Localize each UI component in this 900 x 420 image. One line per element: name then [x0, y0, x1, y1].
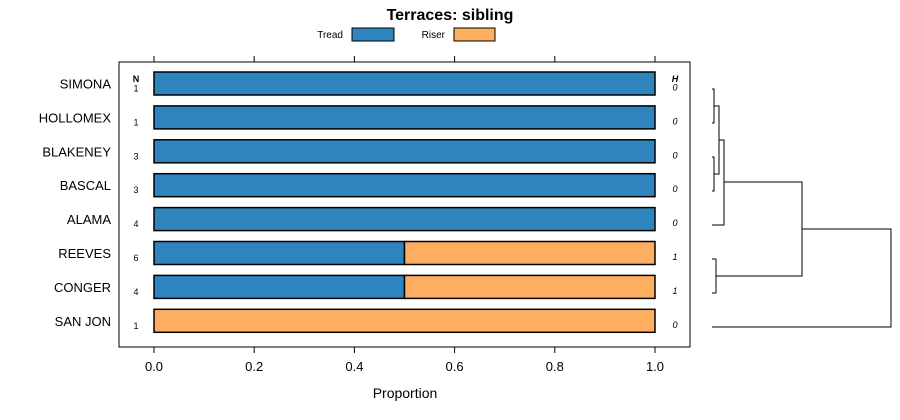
row-label: BASCAL — [60, 178, 111, 193]
x-tick-label: 0.2 — [245, 359, 263, 374]
row-label: HOLLOMEX — [39, 110, 112, 125]
row-label: CONGER — [54, 280, 111, 295]
top-axis-ticks — [153, 56, 656, 62]
n-value: 4 — [133, 287, 138, 297]
dendrogram-link — [714, 105, 720, 175]
row-label: SAN JON — [55, 314, 111, 329]
bar-segment-tread — [153, 240, 406, 266]
legend-swatch-tread — [351, 27, 395, 42]
bottom-axis-ticks: 0.0 0.2 0.4 0.6 0.8 1.0 — [145, 347, 664, 374]
h-value: 1 — [672, 252, 677, 262]
legend-label-tread: Tread — [317, 30, 343, 41]
x-tick-label: 1.0 — [646, 359, 664, 374]
bar-row: SIMONA 1 0 — [60, 71, 678, 96]
h-column-header: H — [672, 74, 679, 84]
h-value: 1 — [672, 286, 677, 296]
n-value: 4 — [133, 219, 138, 229]
bar-row: CONGER 4 1 — [54, 274, 678, 300]
x-tick-label: 0.8 — [546, 359, 564, 374]
bar-segment-tread — [153, 139, 656, 164]
h-value: 0 — [672, 116, 677, 126]
bar-row: HOLLOMEX 1 0 — [39, 105, 678, 130]
bar-segment-riser — [403, 240, 656, 266]
n-value: 6 — [133, 253, 138, 263]
bar-segment-tread — [153, 274, 406, 300]
row-label: SIMONA — [60, 77, 112, 92]
h-value: 0 — [672, 184, 677, 194]
dendrogram-link — [712, 258, 717, 294]
row-label: REEVES — [58, 246, 111, 261]
row-label: ALAMA — [67, 212, 111, 227]
x-tick-label: 0.6 — [446, 359, 464, 374]
dendrogram-link — [712, 156, 715, 192]
h-value: 0 — [672, 150, 677, 160]
row-label: BLAKENEY — [42, 144, 111, 159]
x-tick-label: 0.4 — [345, 359, 363, 374]
dendrogram-link — [712, 88, 715, 124]
bar-row: BASCAL 3 0 — [60, 172, 678, 198]
h-value: 0 — [672, 218, 677, 228]
n-value: 1 — [133, 84, 138, 94]
n-value: 1 — [133, 117, 138, 127]
bar-row: BLAKENEY 3 0 — [42, 139, 678, 164]
h-value: 0 — [672, 83, 677, 93]
dendrogram-link — [712, 228, 892, 328]
n-value: 3 — [133, 185, 138, 195]
legend-swatch-riser — [453, 27, 496, 42]
x-axis-title: Proportion — [373, 385, 438, 401]
dendrogram — [712, 88, 892, 328]
bar-row: ALAMA 4 0 — [67, 206, 678, 232]
n-value: 3 — [133, 151, 138, 161]
bar-row: REEVES 6 1 — [58, 240, 678, 266]
n-value: 1 — [133, 321, 138, 331]
legend-label-riser: Riser — [422, 30, 446, 41]
h-value: 0 — [672, 320, 677, 330]
bar-row: SAN JON 1 0 — [55, 308, 678, 334]
bar-segment-tread — [153, 105, 656, 130]
bar-segment-tread — [153, 206, 656, 232]
plot-frame — [118, 61, 691, 348]
dendrogram-link — [716, 181, 803, 277]
x-tick-label: 0.0 — [145, 359, 163, 374]
bar-segment-tread — [153, 172, 656, 198]
bar-segment-tread — [153, 71, 656, 96]
bar-segment-riser — [153, 308, 656, 334]
bar-segment-riser — [403, 274, 656, 300]
n-column-header: N — [133, 74, 140, 84]
chart-title: Terraces: sibling — [387, 7, 514, 24]
legend: Tread Riser — [317, 27, 496, 42]
